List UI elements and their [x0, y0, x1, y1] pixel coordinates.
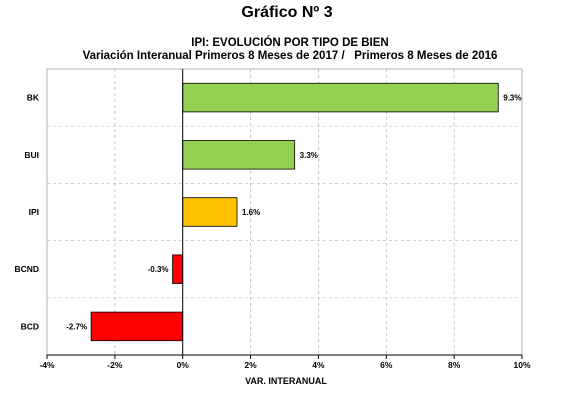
x-tick-label: 4% — [312, 360, 325, 370]
bars: 9.3% 3.3% 1.6% -0.3% -2.7% — [66, 82, 521, 342]
data-label: -2.7% — [66, 322, 87, 331]
y-tick-label: BUI — [24, 150, 39, 160]
chart-subtitle: Variación Interanual Primeros 8 Meses de… — [83, 50, 498, 62]
x-tick-label: 0% — [177, 360, 190, 370]
axes: BK BUI IPI BCND BCD -4% -2% 0% 2% 4% 6% 8% 10% — [14, 69, 531, 370]
x-tick-label: -4% — [39, 360, 55, 370]
chart-title: IPI: EVOLUCIÓN POR TIPO DE BIEN — [191, 36, 388, 49]
bar — [182, 82, 499, 113]
data-label: -0.3% — [148, 265, 169, 274]
x-tick-label: -2% — [107, 360, 123, 370]
bar — [182, 197, 238, 227]
data-label: 3.3% — [300, 151, 318, 160]
figure-heading: Gráfico Nº 3 — [241, 4, 333, 21]
y-tick-label: IPI — [29, 207, 39, 217]
gridlines — [47, 69, 522, 355]
data-label: 9.3% — [503, 94, 521, 103]
x-tick-label: 8% — [448, 360, 461, 370]
bar — [90, 311, 184, 342]
x-tick-label: 2% — [244, 360, 257, 370]
bar — [182, 140, 296, 170]
y-tick-label: BCD — [21, 321, 39, 331]
bar — [172, 254, 184, 284]
x-axis-title: VAR. INTERANUAL — [245, 376, 327, 386]
data-label: 1.6% — [242, 208, 260, 217]
x-tick-label: 10% — [513, 360, 530, 370]
y-tick-label: BK — [27, 93, 40, 103]
x-tick-label: 6% — [380, 360, 393, 370]
y-tick-label: BCND — [14, 264, 39, 274]
